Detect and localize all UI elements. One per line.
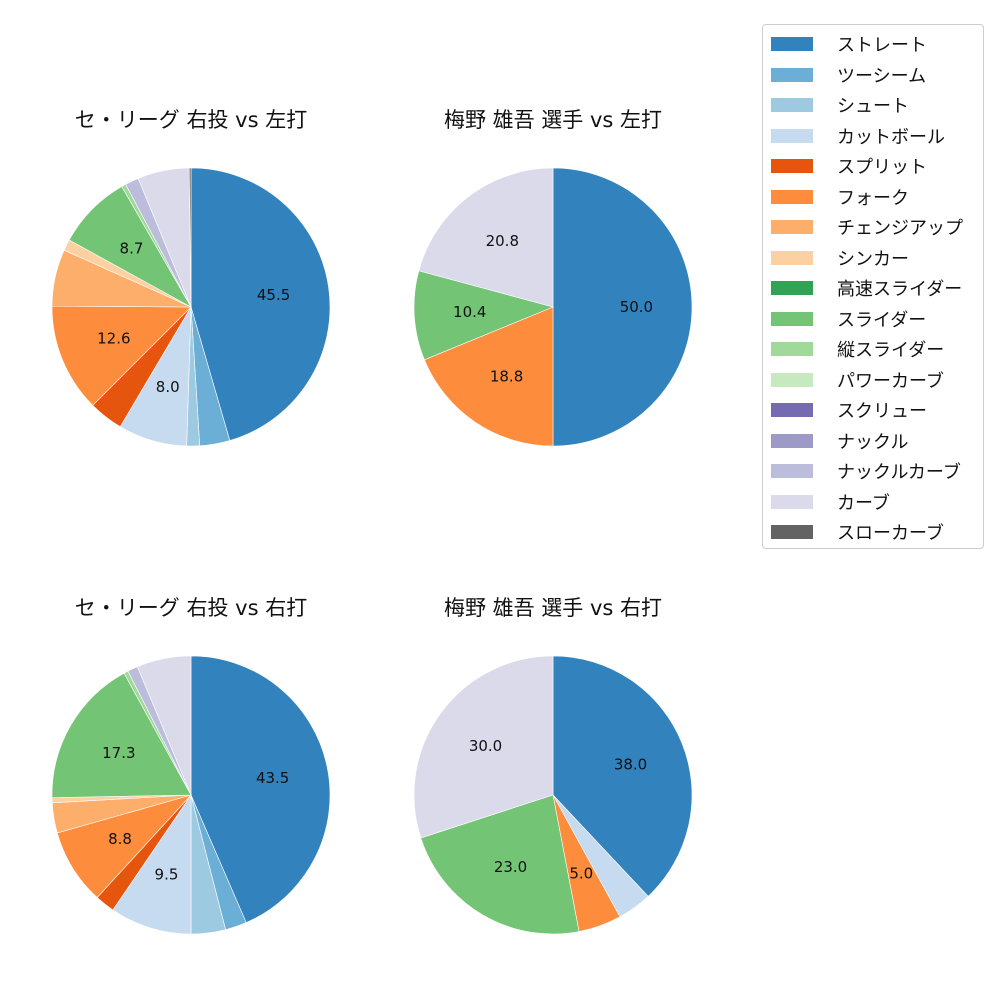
slice-value-label: 45.5 [257,286,290,304]
legend-item: パワーカーブ [771,369,944,392]
legend-item: スクリュー [771,399,927,422]
legend-label: ストレート [837,35,927,56]
pie-slice [418,167,554,308]
slice-value-label: 17.3 [102,744,135,762]
legend-label: スプリット [837,157,927,178]
legend-label: スクリュー [837,401,927,422]
slice-value-label: 30.0 [469,737,502,755]
chart-title-4: 梅野 雄吾 選手 vs 右打 [443,596,663,620]
legend-label: 縦スライダー [837,340,945,361]
legend-item: ナックルカーブ [771,460,961,483]
legend-item: 高速スライダー [771,277,963,300]
legend-label: チェンジアップ [837,218,963,239]
slice-value-label: 5.0 [569,864,593,882]
legend-item: カーブ [771,491,890,514]
pie-slice [190,167,331,441]
slice-value-label: 10.4 [453,303,486,321]
pie-slice [552,655,693,897]
pie-slice [424,306,554,447]
legend-label: パワーカーブ [837,370,944,392]
chart-title-1: セ・リーグ 右投 vs 左打 [74,108,308,132]
legend-swatch [771,525,813,539]
legend-item: ナックル [771,430,909,453]
legend-item: ツーシーム [771,64,927,87]
legend-item: スプリット [771,155,927,178]
legend-item: シンカー [771,247,909,270]
legend-item: スローカーブ [771,521,944,544]
legend-label: スローカーブ [837,523,944,544]
pie-slice [112,794,192,935]
pie-slice [190,655,331,923]
legend-swatch [771,464,813,478]
legend-item: シュート [771,94,909,117]
legend-item: カットボール [771,125,945,148]
slice-value-label: 9.5 [155,866,179,884]
legend-label: 高速スライダー [837,279,963,300]
legend-label: カーブ [837,492,890,514]
legend-swatch [771,67,813,82]
pie-slice [51,305,192,406]
legend-swatch [771,311,813,326]
legend-swatch [771,494,813,509]
legend-swatch [771,250,813,265]
slice-value-label: 50.0 [620,298,653,316]
legend: ストレートツーシームシュートカットボール スプリットフォークチェンジアップ シンカー… [762,24,984,549]
legend-swatch [771,281,813,295]
slice-value-label: 8.7 [120,240,144,258]
pie-slice [413,270,554,361]
slice-value-label: 8.8 [108,830,132,848]
legend-swatch [771,220,813,234]
pie-slice [137,655,192,796]
legend-label: ナックル [837,431,909,453]
legend-item: スライダー [771,308,927,331]
chart-title-2: 梅野 雄吾 選手 vs 左打 [443,108,663,132]
legend-label: ツーシーム [837,65,927,87]
pie-player-right: 38.0 5.0 23.0 30.0 [413,655,693,935]
slice-value-label: 43.5 [256,769,289,787]
legend-swatch [771,37,813,51]
pie-slice [420,794,580,935]
slice-value-label: 20.8 [486,232,519,250]
legend-label: シンカー [837,248,909,270]
legend-swatch [771,98,813,112]
legend-item: ストレート [771,33,927,56]
legend-label: シュート [837,96,909,117]
legend-label: フォーク [837,187,909,209]
pie-slice [51,672,192,798]
legend-swatch [771,342,813,356]
slice-value-label: 8.0 [156,378,180,396]
slice-value-label: 23.0 [494,858,527,876]
legend-swatch [771,189,813,204]
pie-slice [188,167,192,308]
pie-player-left: 50.0 18.8 10.4 20.8 [413,167,693,447]
pie-slice [413,655,554,839]
legend-swatch [771,128,813,143]
chart-title-3: セ・リーグ 右投 vs 右打 [74,596,308,620]
legend-swatch [771,433,813,448]
legend-swatch [771,403,813,417]
legend-item: 縦スライダー [771,338,945,361]
slice-value-label: 38.0 [614,755,647,773]
legend-item: フォーク [771,186,909,209]
legend-label: ナックルカーブ [837,462,961,483]
legend-label: カットボール [837,126,945,148]
slice-value-label: 12.6 [97,330,130,348]
pie-slice [552,167,693,447]
slice-value-label: 18.8 [490,367,523,385]
legend-swatch [771,372,813,387]
legend-swatch [771,159,813,173]
legend-label: スライダー [837,309,927,331]
legend-item: チェンジアップ [771,216,963,239]
pie-league-left: 45.5 8.0 12.6 8.7 [51,167,331,447]
pie-league-right: 43.5 9.5 8.8 17.3 [51,655,331,935]
